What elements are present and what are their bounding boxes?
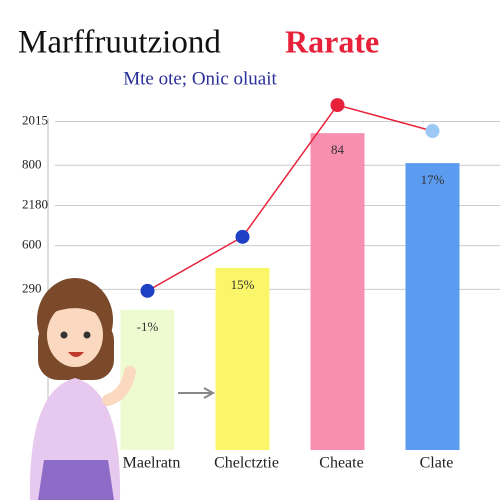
face [47,303,103,367]
bar-annotation: 15% [231,277,255,292]
chart-title: Marffruutziond [18,25,221,61]
y-tick-label: 2015 [22,112,48,127]
line-point [235,229,250,244]
bar [405,163,460,451]
eye [60,331,68,339]
x-tick-label: Chelctztie [214,455,279,472]
bar-annotation: 17% [421,172,445,187]
y-tick-label: 290 [22,280,42,295]
eye [83,331,91,339]
skirt [38,460,114,500]
bangs [47,300,103,318]
bar-annotation: -1% [137,319,159,334]
y-tick-label: 2180 [22,196,48,211]
arrow-head [203,387,216,399]
trend-line [147,104,433,292]
bar-annotation: 84 [331,142,345,157]
x-tick-label: Maelratn [123,455,181,472]
chart-title-highlight: Rarate [285,23,379,59]
y-tick-label: 800 [22,156,42,171]
line-point [425,123,440,138]
chart-subtitle: Mte ote; Onic oluait [123,68,277,89]
line-point [140,283,155,298]
line-point [330,98,345,113]
y-tick-label: 600 [22,237,42,252]
bar [215,267,270,450]
mouth [68,352,84,357]
plot-area: 2015 800 2180 600 290 -1% Maelratn 15% Chelctzti… [22,98,500,472]
x-tick-label: Cheate [319,455,363,472]
x-tick-label: Clate [420,455,454,472]
character [29,278,136,500]
hand [102,366,136,406]
bar [310,133,365,450]
